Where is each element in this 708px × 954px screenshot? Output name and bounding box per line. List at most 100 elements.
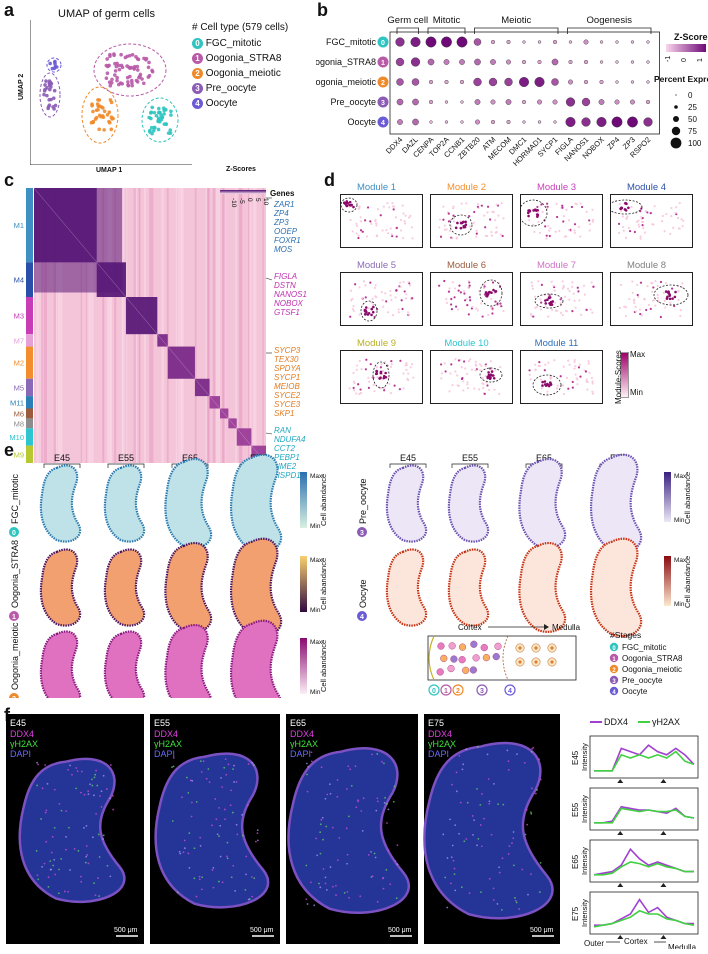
module-label: M4: [14, 276, 24, 285]
dotplot-dot: [537, 120, 542, 124]
if-stage-label: E45: [10, 718, 26, 728]
dotplot-dot: [537, 59, 542, 65]
umap-point: [156, 127, 161, 132]
umap-point: [128, 66, 132, 71]
dotplot-dot: [599, 60, 604, 64]
legend-title: # Cell type (579 cells): [192, 22, 289, 33]
umap-point: [46, 106, 50, 111]
umap-point: [43, 87, 47, 92]
umap-ylabel: UMAP 2: [18, 73, 25, 100]
umap-point: [109, 80, 114, 85]
size-legend-tick: 25: [688, 103, 697, 112]
dotplot-row-label: FGC_mitotic: [326, 37, 377, 47]
intensity-line: [593, 909, 695, 928]
module-bar: [26, 445, 33, 463]
module-label: M5: [14, 383, 24, 392]
heatmap-gene-label: CCT2: [274, 444, 295, 453]
legend-item: 4 Oocyte: [192, 98, 237, 109]
dotplot-dot: [396, 98, 404, 106]
umap-point: [152, 125, 157, 130]
dotplot-gene-label: ZP4: [605, 135, 621, 151]
heatmap-gene-label: SYCP3: [274, 346, 301, 355]
umap-point: [130, 81, 134, 85]
cluster-id-text: 2: [12, 696, 16, 698]
umap-point: [149, 110, 154, 115]
cluster-id-badge: [9, 611, 19, 621]
dotplot-gene-label: DDX4: [384, 135, 405, 156]
scale-max: Max: [674, 557, 687, 564]
umap-point: [97, 127, 101, 132]
panel-c-label: c: [4, 170, 15, 190]
scale-max: Max: [310, 639, 323, 646]
module-bar: [26, 408, 33, 419]
umap-legend: # Cell type (579 cells) 0 FGC_mitotic 1 O…: [192, 22, 322, 122]
dotplot-dot: [425, 36, 437, 48]
module-title: Module 9: [356, 338, 397, 349]
legend-label: Oogonia_meiotic: [205, 68, 281, 80]
dotplot-dot: [460, 120, 464, 124]
cluster-id-text: 1: [12, 614, 16, 621]
umap-point: [146, 75, 151, 79]
tissue-section: [229, 453, 283, 554]
heatmap-gene-label: NOBOX: [274, 299, 303, 308]
module-label: M1: [14, 221, 24, 230]
umap-point: [135, 64, 140, 69]
if-channel-label: DAPI: [428, 749, 449, 759]
dotplot-dot: [627, 116, 638, 128]
heatmap-gene-label: ZP4: [274, 209, 289, 218]
scale-min: Min: [630, 388, 643, 397]
dotplot-dot: [410, 57, 421, 67]
dotplot-dot: [599, 79, 604, 85]
stage-header: E65: [536, 453, 552, 463]
module-bar: [26, 396, 33, 409]
heatmap-zscores-title: Z-Scores: [226, 166, 256, 173]
stage-legend-label: Pre_oocyte: [622, 676, 663, 685]
umap-point: [144, 57, 148, 62]
dotplot-dot: [553, 120, 557, 124]
schematic-stage-badge: [428, 684, 440, 696]
umap-point: [120, 65, 125, 70]
umap-point: [128, 74, 132, 79]
dotplot-dot: [459, 59, 465, 65]
gene-group-label: Mitotic: [433, 15, 461, 26]
size-legend-dot: [673, 116, 679, 122]
dotplot-dot: [506, 119, 511, 125]
module-grid: Module 1 Module 2 Module 3 Module 4 Module 5…: [340, 182, 708, 456]
scale-bar-label: 500 μm: [250, 927, 274, 934]
stages-title: #Stages: [610, 630, 641, 640]
module-bar: [26, 262, 33, 298]
intensity-line: [594, 750, 695, 772]
module-bar: [26, 334, 33, 347]
cluster-outline: [46, 57, 62, 73]
row-label: Oogonia_STRA8: [10, 540, 20, 608]
tissue-section: [229, 537, 283, 638]
if-channel-label: DDX4: [428, 729, 452, 739]
dotplot-dot: [460, 100, 464, 104]
x-medulla-label: Medulla: [668, 943, 697, 949]
scale-min: Min: [310, 607, 321, 614]
module-umap-panel: [607, 194, 693, 248]
intensity-axis-label: Intensity: [580, 847, 589, 875]
panel-b-label: b: [317, 0, 328, 20]
module-bar: [26, 188, 33, 263]
cluster-id-text: 1: [612, 657, 616, 663]
dotplot-dot: [583, 39, 589, 45]
cluster-id-badge: [609, 664, 619, 674]
heatmap-gene-label: MOS: [274, 245, 293, 254]
schematic-cell: [470, 640, 478, 648]
tissue-section: [447, 548, 490, 627]
module-title: Module 6: [446, 260, 487, 271]
heatmap-gene-label: MEIOB: [274, 382, 300, 391]
intensity-legend-label: DDX4: [604, 717, 628, 727]
legend-label: Oocyte: [205, 98, 238, 110]
dotplot-dot: [630, 99, 635, 105]
if-channel-label: DDX4: [154, 729, 178, 739]
scale-title: Cell abandance: [319, 558, 328, 610]
heatmap-gene-label: NME2: [274, 462, 297, 471]
umap-point: [48, 61, 52, 66]
stage-header: E55: [118, 453, 134, 463]
stage-header: E45: [54, 453, 70, 463]
size-legend-dot: [675, 94, 677, 96]
